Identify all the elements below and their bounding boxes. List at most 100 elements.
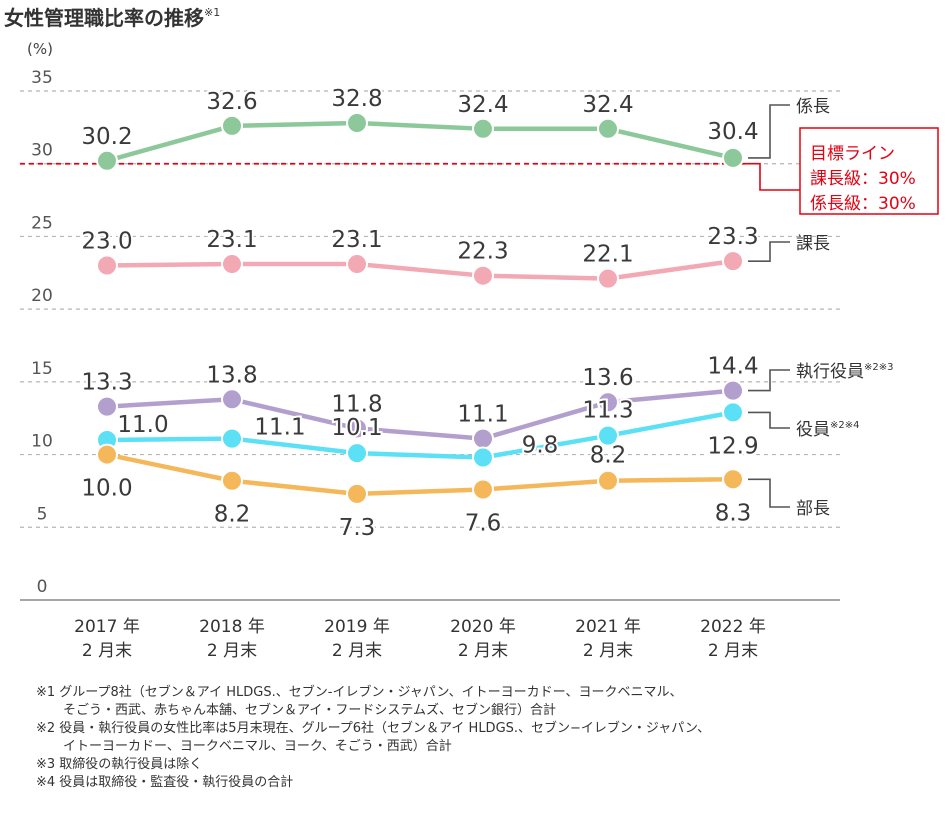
data-point-bucho	[597, 469, 619, 492]
legend-label-kacho: 課長	[796, 234, 830, 254]
y-tick-label: 30	[31, 141, 53, 161]
x-tick-label-month: 2 月末	[458, 641, 508, 661]
x-tick-label-month: 2 月末	[207, 641, 257, 661]
data-point-shikkou	[346, 417, 368, 440]
legend-label-shikkou: 執行役員※2※3	[796, 362, 893, 382]
x-tick-label-month: 2 月末	[332, 641, 382, 661]
x-tick-label-year: 2020 年	[450, 617, 516, 637]
data-label-kacho: 23.0	[81, 229, 132, 255]
target-box-line: 課長級：30%	[810, 169, 916, 189]
data-point-shikkou	[722, 379, 744, 402]
data-label-yakuin: 11.3	[582, 398, 633, 424]
data-label-bucho: 8.2	[214, 502, 251, 528]
x-tick-label-year: 2021 年	[575, 617, 641, 637]
y-tick-label: 15	[31, 359, 53, 379]
data-label-shikkou: 11.8	[331, 391, 382, 417]
y-tick-label: 20	[31, 286, 53, 306]
data-label-yakuin: 9.8	[522, 432, 559, 458]
data-label-kakaricho: 30.2	[81, 124, 132, 150]
data-point-kacho	[96, 254, 118, 277]
target-connector	[745, 162, 800, 191]
data-point-kakaricho	[597, 117, 619, 140]
line-chart: (%) 0 5 10 15 20 25 30 35 2017 年 2 月末 2018 年 2 月末 201…	[20, 40, 939, 661]
series-line-yakuin	[106, 410, 734, 460]
data-point-bucho	[346, 482, 368, 505]
data-label-kacho: 23.1	[206, 227, 257, 253]
legend-label-bucho: 部長	[796, 499, 830, 519]
data-point-bucho	[472, 478, 494, 501]
data-point-bucho	[221, 469, 243, 492]
data-point-yakuin	[597, 424, 619, 447]
y-axis-unit-label: (%)	[27, 40, 53, 58]
x-tick-label-month: 2 月末	[708, 641, 758, 661]
data-label-kacho: 22.1	[582, 242, 633, 268]
data-label-shikkou: 14.4	[707, 354, 758, 380]
data-point-kakaricho	[472, 117, 494, 140]
target-box-line: 係長級：30%	[810, 194, 916, 214]
legend-label-kakaricho: 係長	[796, 97, 830, 117]
data-point-shikkou	[472, 427, 494, 450]
data-label-kacho: 23.3	[707, 224, 758, 250]
y-tick-label: 0	[37, 577, 48, 597]
data-label-shikkou: 13.3	[81, 370, 132, 396]
chart-title: 女性管理職比率の推移※1	[4, 2, 220, 31]
data-label-bucho: 7.3	[339, 515, 376, 541]
footnote-line: ※3 取締役の執行役員は除く	[36, 757, 203, 772]
data-label-kacho: 22.3	[457, 239, 508, 265]
data-label-bucho: 10.0	[81, 476, 132, 502]
legend-label-yakuin: 役員※2※4	[796, 420, 859, 440]
x-tick-label-month: 2 月末	[583, 641, 633, 661]
data-point-yakuin	[722, 401, 744, 424]
y-tick-label: 5	[37, 504, 48, 524]
data-label-kakaricho: 30.4	[707, 119, 758, 145]
x-tick-label-year: 2017 年	[74, 617, 140, 637]
legend-connector-bucho	[748, 478, 790, 508]
data-point-kacho	[597, 267, 619, 290]
data-label-shikkou: 13.8	[206, 362, 257, 388]
legend-connector-shikkou	[748, 369, 790, 392]
y-tick-label: 25	[31, 213, 53, 233]
title-note-ref: ※1	[204, 6, 221, 19]
data-point-yakuin	[346, 442, 368, 465]
data-label-kakaricho: 32.6	[206, 89, 257, 115]
data-point-kacho	[346, 253, 368, 276]
data-point-kakaricho	[221, 114, 243, 137]
footnote-line: ※1 グループ8社（セブン＆アイ HLDGS.、セブン-イレブン・ジャパン、イト…	[36, 685, 683, 700]
series-line-shikkou	[106, 388, 734, 441]
x-tick-label-year: 2018 年	[199, 617, 265, 637]
data-label-yakuin: 11.1	[254, 415, 305, 441]
data-point-kakaricho	[96, 149, 118, 172]
data-label-yakuin: 11.0	[117, 412, 168, 438]
data-label-yakuin: 10.1	[331, 415, 382, 441]
data-point-bucho	[96, 443, 118, 466]
chart-title-text: 女性管理職比率の推移	[4, 6, 204, 30]
x-tick-label-month: 2 月末	[82, 641, 132, 661]
data-point-yakuin	[472, 446, 494, 469]
data-point-shikkou	[221, 388, 243, 411]
x-tick-label-year: 2019 年	[324, 617, 390, 637]
data-point-shikkou	[597, 391, 619, 414]
data-point-kacho	[221, 253, 243, 276]
data-label-bucho: 8.2	[590, 443, 627, 469]
y-tick-label: 35	[31, 68, 53, 88]
series-line-kacho	[106, 258, 734, 281]
data-point-yakuin	[221, 427, 243, 450]
data-point-shikkou	[96, 395, 118, 418]
data-label-bucho: 8.3	[715, 500, 752, 526]
data-point-kakaricho	[346, 111, 368, 134]
legend-connector-kacho	[748, 241, 790, 262]
data-point-bucho	[722, 468, 744, 491]
data-label-kakaricho: 32.8	[331, 86, 382, 112]
target-box	[799, 127, 939, 215]
legend-connector-yakuin	[748, 411, 790, 429]
data-label-yakuin: 12.9	[707, 433, 758, 459]
data-point-kacho	[722, 250, 744, 273]
x-tick-label-year: 2022 年	[700, 617, 766, 637]
data-label-kacho: 23.1	[331, 227, 382, 253]
series-line-bucho	[106, 452, 734, 497]
data-label-bucho: 7.6	[465, 510, 502, 536]
data-point-kakaricho	[722, 146, 744, 169]
series-line-kakaricho	[106, 120, 734, 163]
data-label-shikkou: 11.1	[457, 402, 508, 428]
legend-connector-kakaricho	[748, 104, 790, 159]
